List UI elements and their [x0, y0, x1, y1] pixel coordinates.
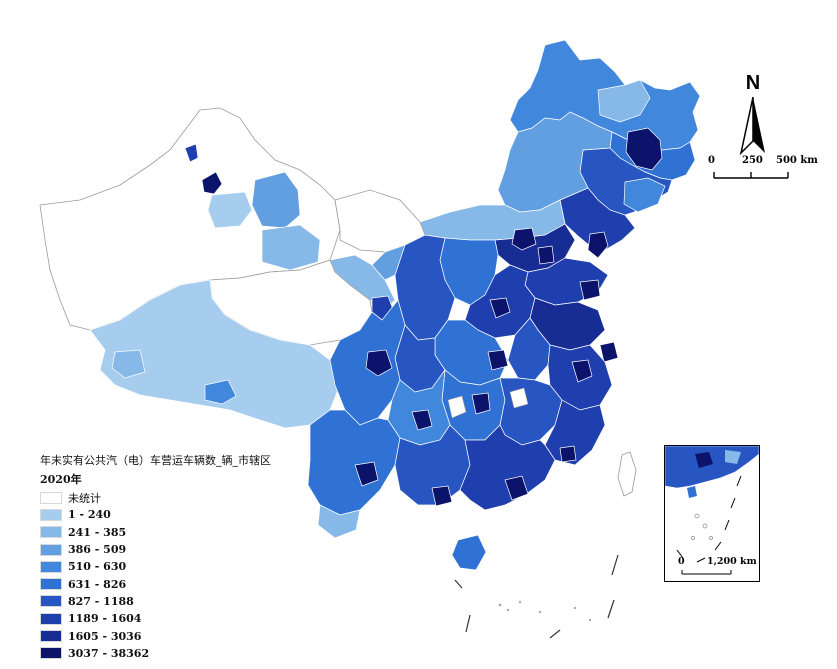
legend-year: 2020年: [40, 473, 82, 486]
south-sea-islands: [498, 600, 592, 622]
legend-item: 631 - 826: [40, 575, 290, 592]
inset-scale-label-1200: 1,200 km: [707, 556, 757, 567]
legend-label: 3037 - 38362: [68, 646, 150, 660]
legend-swatch: [40, 612, 62, 625]
scale-bar: 0 250 500 km: [708, 152, 818, 184]
inset-dashes: [676, 475, 742, 563]
legend-swatch: [40, 543, 62, 556]
legend-swatch: [40, 526, 62, 539]
legend-item: 3037 - 38362: [40, 645, 290, 662]
region-hainan: [451, 534, 487, 571]
region-shanghai: [599, 341, 619, 363]
legend-item: 1 - 240: [40, 506, 290, 523]
region-xinjiang-karamay: [184, 143, 199, 163]
inset-scale-label-0: 0: [678, 556, 685, 567]
region-fujian-xiamen: [559, 445, 577, 463]
south-sea-dashes: [454, 554, 619, 639]
legend-item: 827 - 1188: [40, 593, 290, 610]
legend-swatch: [40, 595, 62, 608]
north-arrow: N: [735, 72, 771, 159]
inset-mainland-dark: [695, 452, 713, 468]
legend-title: 年末实有公共汽（电）车营运车辆数_辆_市辖区: [40, 454, 271, 467]
legend-label: 241 - 385: [68, 525, 127, 539]
region-xizang: [89, 279, 341, 429]
inset-mainland-light: [725, 450, 741, 464]
north-arrow-icon: [739, 96, 765, 156]
region-unsurveyed-hubei: [447, 395, 467, 419]
legend-swatch: [40, 630, 62, 643]
north-arrow-letter: N: [745, 72, 761, 94]
legend-swatch: [40, 508, 62, 521]
region-unsurveyed-jiangxi: [509, 387, 529, 409]
inset-islands: [691, 513, 713, 540]
region-tianjin: [537, 245, 555, 265]
region-shandong-qingdao: [579, 279, 601, 301]
region-xizang-shigatse: [111, 349, 146, 379]
legend-item: 241 - 385: [40, 524, 290, 541]
legend-label: 631 - 826: [68, 577, 127, 591]
legend-item: 未统计: [40, 489, 290, 506]
region-xizang-lhasa: [204, 379, 237, 405]
scale-bar-line: [713, 172, 789, 179]
legend-label: 1189 - 1604: [68, 612, 142, 626]
region-zhejiang-hangzhou: [571, 359, 593, 383]
inset-mainland: [665, 446, 759, 489]
legend-swatch: [40, 491, 62, 504]
legend-rows: 未统计 1 - 240 241 - 385 386 - 509 510 - 630 631…: [40, 489, 290, 662]
region-guangdong-guangzhou: [504, 475, 529, 501]
legend-label: 1605 - 3036: [68, 629, 142, 643]
region-sichuan-chengdu: [365, 349, 393, 377]
region-taiwan: [617, 451, 637, 497]
legend-swatch: [40, 647, 62, 660]
region-henan-zhengzhou: [489, 297, 511, 319]
inset-scale-bar: [681, 570, 732, 575]
legend-label: 1 - 240: [68, 508, 111, 522]
region-ningxia: [371, 244, 406, 281]
legend: 年末实有公共汽（电）车营运车辆数_辆_市辖区 2020年 未统计 1 - 240 2…: [40, 452, 290, 662]
region-guangxi-nanning: [431, 485, 453, 507]
region-jilin-east: [623, 177, 666, 213]
region-yunnan-kunming: [354, 461, 379, 487]
region-hubei-wuhan: [487, 349, 509, 371]
legend-swatch: [40, 578, 62, 591]
region-liaoning-dalian: [587, 231, 609, 259]
legend-swatch: [40, 560, 62, 573]
legend-item: 510 - 630: [40, 558, 290, 575]
region-xinjiang-turpan: [251, 171, 301, 229]
inset-hainan: [687, 486, 697, 498]
region-heilongjiang-mid: [597, 79, 651, 123]
region-heilongjiang-harbin: [625, 127, 663, 171]
region-yunnan-south: [317, 504, 361, 539]
region-inner-mongolia-east: [497, 111, 613, 213]
legend-item: 386 - 509: [40, 541, 290, 558]
legend-label: 386 - 509: [68, 543, 127, 557]
scale-label-500: 500 km: [776, 155, 818, 166]
scale-label-250: 250: [742, 155, 763, 166]
region-yunnan: [307, 409, 401, 516]
region-guangdong: [459, 424, 556, 511]
region-hunan-changsha: [471, 392, 491, 415]
south-china-sea-inset: 0 1,200 km: [664, 445, 760, 582]
region-liaoning: [559, 187, 636, 251]
region-xinjiang-west: [207, 191, 253, 229]
region-beijing: [511, 227, 537, 251]
inset-map: [665, 446, 759, 575]
legend-label: 未统计: [68, 491, 101, 505]
scale-label-0: 0: [708, 155, 715, 166]
region-guizhou-guiyang: [411, 409, 433, 431]
legend-label: 827 - 1188: [68, 594, 134, 608]
legend-item: 1189 - 1604: [40, 610, 290, 627]
legend-item: 1605 - 3036: [40, 627, 290, 644]
region-xinjiang-urumqi: [201, 171, 223, 195]
legend-label: 510 - 630: [68, 560, 127, 574]
region-xinjiang-hami: [261, 224, 321, 271]
